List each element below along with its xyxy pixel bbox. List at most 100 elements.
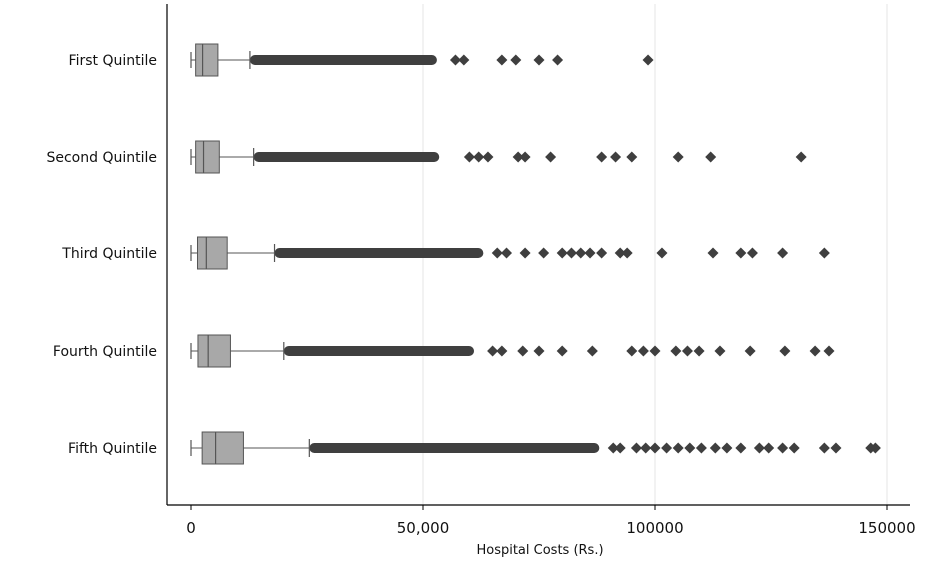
outlier-3-9	[596, 247, 608, 259]
outlier-5-9	[695, 442, 707, 454]
dense-outliers-5	[309, 443, 600, 453]
dense-outliers-2	[253, 152, 440, 162]
category-label-5: Fifth Quintile	[68, 441, 157, 457]
outlier-1-2	[458, 54, 470, 66]
outlier-4-16	[809, 345, 821, 357]
outlier-2-9	[626, 151, 638, 163]
outlier-1-6	[552, 54, 564, 66]
outlier-3-4	[538, 247, 550, 259]
x-tick-label-0: 0	[186, 519, 196, 537]
outlier-2-6	[545, 151, 557, 163]
outlier-5-6	[661, 442, 673, 454]
outlier-5-16	[788, 442, 800, 454]
outlier-5-7	[672, 442, 684, 454]
outlier-4-6	[586, 345, 598, 357]
outlier-5-18	[830, 442, 842, 454]
x-tick-label-2: 100000	[626, 519, 683, 537]
outlier-3-12	[656, 247, 668, 259]
outlier-4-8	[637, 345, 649, 357]
outlier-5-2	[614, 442, 626, 454]
dense-outliers-4	[283, 346, 475, 356]
outlier-1-3	[496, 54, 508, 66]
outlier-5-17	[818, 442, 830, 454]
outlier-5-10	[709, 442, 721, 454]
box-group-3	[190, 236, 830, 270]
box-layer	[190, 43, 881, 465]
outlier-4-3	[517, 345, 529, 357]
dense-outliers-1	[249, 55, 437, 65]
box-5	[201, 431, 244, 465]
outlier-3-2	[501, 247, 513, 259]
outlier-3-7	[575, 247, 587, 259]
outlier-5-5	[649, 442, 661, 454]
category-label-1: First Quintile	[69, 53, 157, 69]
box-2	[195, 140, 220, 174]
outlier-2-3	[482, 151, 494, 163]
x-tick-label-1: 50,000	[397, 519, 450, 537]
outlier-1-7	[642, 54, 654, 66]
outlier-5-11	[721, 442, 733, 454]
outlier-4-13	[714, 345, 726, 357]
outlier-4-4	[533, 345, 545, 357]
outlier-4-10	[670, 345, 682, 357]
x-axis-title: Hospital Costs (Rs.)	[476, 543, 603, 558]
outlier-3-17	[818, 247, 830, 259]
outlier-2-4	[512, 151, 524, 163]
box-group-1	[190, 43, 654, 77]
x-tick-labels: 0 50,000 100000 150000	[186, 505, 916, 537]
outlier-3-6	[565, 247, 577, 259]
outlier-4-17	[823, 345, 835, 357]
outlier-3-13	[707, 247, 719, 259]
box-group-5	[190, 431, 881, 465]
outlier-2-12	[795, 151, 807, 163]
outlier-5-15	[777, 442, 789, 454]
outlier-4-7	[626, 345, 638, 357]
box-4	[197, 334, 231, 368]
outlier-4-14	[744, 345, 756, 357]
outlier-3-5	[556, 247, 568, 259]
outlier-5-20	[869, 442, 881, 454]
category-label-3: Third Quintile	[61, 246, 157, 262]
outlier-4-5	[556, 345, 568, 357]
outlier-2-2	[473, 151, 485, 163]
outlier-4-1	[487, 345, 499, 357]
box-3	[196, 236, 228, 270]
axis-layer	[166, 4, 910, 506]
outlier-4-2	[496, 345, 508, 357]
outlier-4-12	[693, 345, 705, 357]
outlier-3-8	[584, 247, 596, 259]
dense-outliers-3	[274, 248, 484, 258]
outlier-2-1	[463, 151, 475, 163]
outlier-1-1	[449, 54, 461, 66]
outlier-5-4	[640, 442, 652, 454]
outlier-1-4	[510, 54, 522, 66]
outlier-2-5	[519, 151, 531, 163]
grid-layer	[422, 4, 888, 505]
category-label-4: Fourth Quintile	[53, 344, 157, 360]
category-labels: First Quintile Second Quintile Third Quint…	[46, 53, 157, 457]
box-group-4	[190, 334, 835, 368]
outlier-3-16	[777, 247, 789, 259]
outlier-2-8	[610, 151, 622, 163]
outlier-5-1	[607, 442, 619, 454]
outlier-4-11	[681, 345, 693, 357]
outlier-3-11	[621, 247, 633, 259]
outlier-3-10	[614, 247, 626, 259]
outlier-2-11	[705, 151, 717, 163]
outlier-5-12	[735, 442, 747, 454]
outlier-5-13	[753, 442, 765, 454]
outlier-3-15	[746, 247, 758, 259]
outlier-3-1	[491, 247, 503, 259]
category-label-2: Second Quintile	[46, 150, 157, 166]
outlier-4-9	[649, 345, 661, 357]
box-group-2	[190, 140, 807, 174]
box-1	[195, 43, 219, 77]
outlier-5-14	[763, 442, 775, 454]
outlier-1-5	[533, 54, 545, 66]
outlier-2-10	[672, 151, 684, 163]
outlier-3-3	[519, 247, 531, 259]
outlier-3-14	[735, 247, 747, 259]
outlier-5-8	[684, 442, 696, 454]
